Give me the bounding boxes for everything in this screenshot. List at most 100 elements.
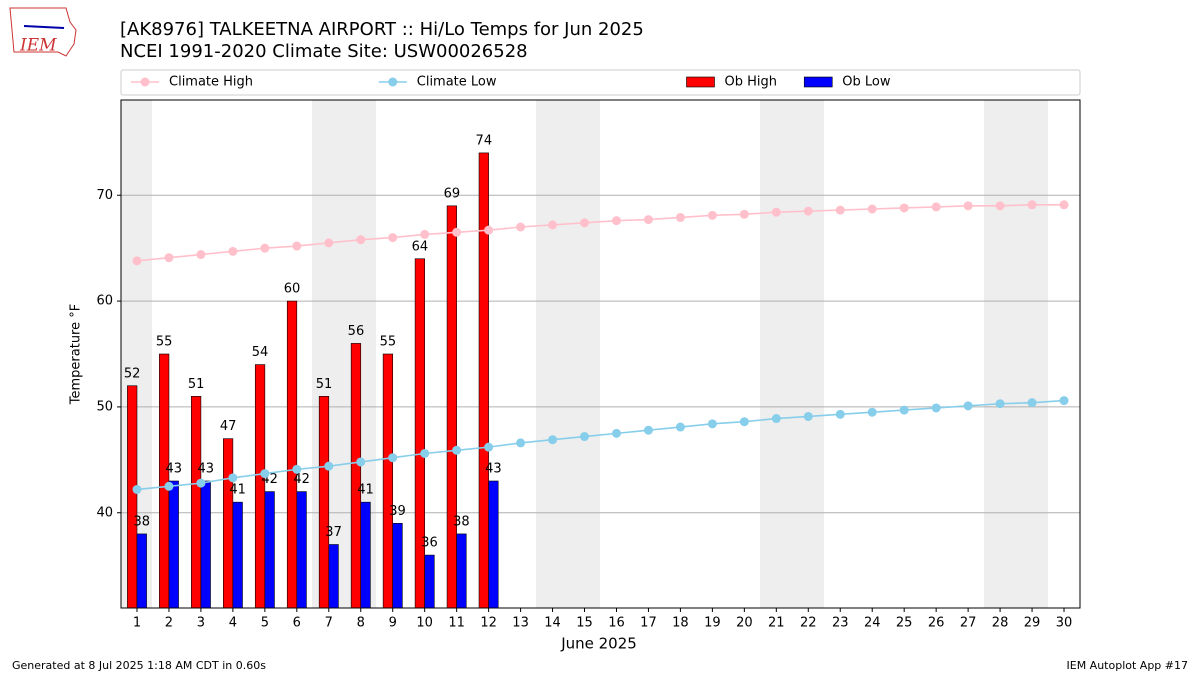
point — [228, 473, 238, 483]
point — [643, 425, 653, 435]
data-label: 36 — [421, 536, 438, 551]
bar — [222, 438, 234, 609]
data-label: 43 — [485, 462, 502, 477]
point — [420, 229, 430, 239]
y-tick-label: 40 — [96, 505, 113, 520]
line — [136, 203, 1065, 262]
x-tick-label: 4 — [229, 616, 237, 631]
point — [164, 481, 174, 491]
data-label: 56 — [348, 324, 365, 339]
x-tick-label: 18 — [672, 616, 689, 631]
y-tick-label: 50 — [96, 399, 113, 414]
x-tick-label: 27 — [960, 616, 977, 631]
bar — [159, 353, 170, 609]
bar — [360, 501, 371, 609]
point — [548, 435, 558, 445]
point — [164, 253, 174, 263]
point — [835, 409, 845, 419]
data-label: 38 — [453, 514, 470, 529]
point — [1027, 398, 1037, 408]
bar — [424, 554, 435, 609]
x-tick-label: 16 — [608, 616, 625, 631]
data-label: 51 — [316, 377, 333, 392]
point — [132, 256, 142, 266]
bar — [286, 300, 298, 609]
bar — [296, 491, 307, 609]
plot-frame — [120, 99, 1081, 609]
logo: IEM — [9, 7, 77, 57]
point — [260, 243, 270, 253]
bar — [392, 523, 403, 609]
footer-right: IEM Autoplot App #17 — [1067, 659, 1189, 672]
logo-line — [23, 25, 65, 29]
point — [388, 453, 398, 463]
bar — [200, 480, 211, 609]
bar — [191, 396, 202, 609]
logo-text: IEM — [19, 36, 57, 56]
point — [292, 464, 302, 474]
x-axis-label: June 2025 — [560, 635, 637, 653]
point — [803, 411, 813, 421]
x-tick-label: 15 — [576, 616, 593, 631]
legend-marker — [140, 77, 150, 87]
bar — [127, 385, 138, 609]
point — [516, 438, 526, 448]
point — [484, 442, 494, 452]
data-label: 47 — [220, 419, 237, 434]
logo-outline — [9, 7, 77, 57]
point — [675, 212, 685, 222]
data-label: 43 — [165, 462, 182, 477]
x-tick-label: 21 — [768, 616, 785, 631]
point — [771, 414, 781, 424]
point — [707, 210, 717, 220]
x-tick-label: 17 — [640, 616, 657, 631]
point — [196, 478, 206, 488]
point — [388, 233, 398, 243]
x-tick-label: 9 — [389, 616, 397, 631]
point — [228, 246, 238, 256]
point — [516, 222, 526, 232]
x-tick-label: 10 — [416, 616, 433, 631]
data-label: 69 — [444, 186, 461, 201]
data-label: 37 — [325, 525, 342, 540]
point — [356, 457, 366, 467]
bar — [446, 205, 457, 609]
data-label: 41 — [229, 483, 246, 498]
point — [196, 250, 206, 260]
point — [132, 484, 142, 494]
point — [771, 207, 781, 217]
data-label: 52 — [124, 366, 141, 381]
point — [803, 206, 813, 216]
bar — [328, 544, 339, 609]
x-tick-label: 5 — [261, 616, 269, 631]
point — [611, 428, 621, 438]
legend-label: Climate Low — [417, 75, 497, 90]
y-tick-label: 70 — [96, 188, 113, 203]
data-label: 74 — [476, 133, 493, 148]
bar — [478, 152, 489, 609]
data-label: 51 — [188, 377, 205, 392]
x-tick-label: 7 — [325, 616, 333, 631]
point — [963, 201, 973, 211]
shade — [536, 100, 600, 608]
point — [995, 399, 1005, 409]
x-tick-label: 2 — [165, 616, 173, 631]
point — [611, 216, 621, 226]
x-tick-label: 19 — [704, 616, 721, 631]
bar — [456, 533, 467, 609]
bar — [136, 533, 147, 609]
point — [324, 238, 334, 248]
legend-label: Ob Low — [842, 75, 891, 90]
data-label: 54 — [252, 345, 269, 360]
x-tick-label: 11 — [448, 616, 465, 631]
x-tick-label: 20 — [736, 616, 753, 631]
point — [484, 225, 494, 235]
point — [1027, 200, 1037, 210]
point — [356, 235, 366, 245]
data-label: 41 — [357, 483, 374, 498]
data-label: 60 — [284, 282, 301, 297]
legend-marker — [388, 77, 398, 87]
x-tick-label: 26 — [928, 616, 945, 631]
chart-title: [AK8976] TALKEETNA AIRPORT :: Hi/Lo Temp… — [120, 19, 644, 40]
